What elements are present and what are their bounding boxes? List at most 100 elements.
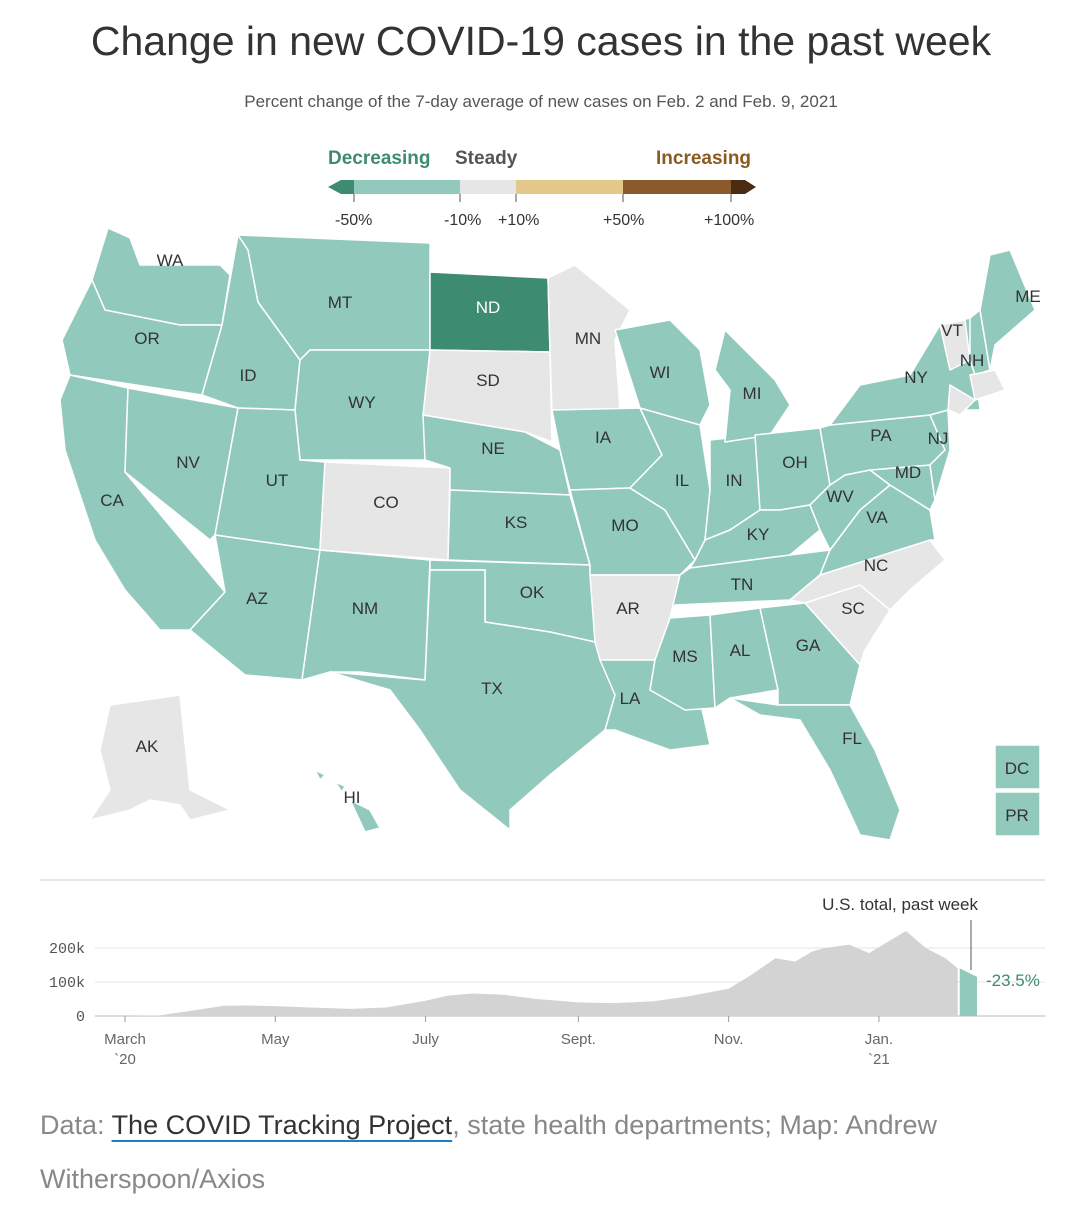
state-label-ks: KS <box>505 513 528 532</box>
state-SD <box>422 349 553 443</box>
state-label-mo: MO <box>611 516 638 535</box>
state-label-ia: IA <box>595 428 612 447</box>
legend-tick-plus50: +50% <box>603 212 645 229</box>
state-label-nc: NC <box>864 556 889 575</box>
state-label-sc: SC <box>841 599 865 618</box>
state-label-wy: WY <box>348 393 375 412</box>
legend-label-decreasing: Decreasing <box>328 148 431 169</box>
timeline-xtick-label: Sept. <box>561 1031 596 1048</box>
state-label-ar: AR <box>616 599 640 618</box>
legend-bin-3 <box>516 180 623 194</box>
state-label-tn: TN <box>731 575 754 594</box>
state-HI-3 <box>334 781 346 793</box>
timeline-area <box>125 931 958 1016</box>
state-label-wi: WI <box>650 363 671 382</box>
state-label-ky: KY <box>747 525 770 544</box>
state-label-il: IL <box>675 471 689 490</box>
timeline-xtick-label: Nov. <box>714 1031 744 1048</box>
state-label-nm: NM <box>352 599 378 618</box>
footer-suffix: , state health departments; Map: Andrew … <box>40 1110 937 1194</box>
timeline-highlight-past-week <box>959 968 977 1016</box>
state-label-ne: NE <box>481 439 505 458</box>
state-label-md: MD <box>895 463 921 482</box>
state-label-dc: DC <box>1005 759 1030 778</box>
timeline-xtick-label: Jan. <box>865 1031 893 1048</box>
chart-subtitle: Percent change of the 7-day average of n… <box>244 92 838 111</box>
state-label-wa: WA <box>157 251 184 270</box>
legend-tick-minus10: -10% <box>444 212 482 229</box>
state-label-la: LA <box>620 689 641 708</box>
timeline-xtick-label: `21 <box>868 1051 890 1068</box>
state-ME <box>979 249 1036 371</box>
state-label-mn: MN <box>575 329 601 348</box>
us-map: WA OR CA NV ID MT WY UT AZ NM CO ND SD NE KS OK TX MN IA MO… <box>59 227 1041 841</box>
state-label-az: AZ <box>246 589 268 608</box>
legend-label-steady: Steady <box>455 148 518 169</box>
state-label-ak: AK <box>136 737 159 756</box>
timeline-xtick-label: `20 <box>114 1051 136 1068</box>
state-label-fl: FL <box>842 729 862 748</box>
legend-bin-4 <box>623 180 731 194</box>
state-label-nv: NV <box>176 453 200 472</box>
source-link[interactable]: The COVID Tracking Project <box>111 1110 453 1140</box>
state-label-ms: MS <box>672 647 698 666</box>
legend-tick-plus100: +100% <box>704 212 755 229</box>
timeline-ytick-label: 100k <box>49 975 85 992</box>
state-HI-1 <box>349 799 381 833</box>
legend-bin-5 <box>731 180 756 194</box>
state-label-id: ID <box>240 366 257 385</box>
state-label-hi: HI <box>344 788 361 807</box>
state-label-co: CO <box>373 493 399 512</box>
timeline-ytick-label: 200k <box>49 941 85 958</box>
state-label-in: IN <box>726 471 743 490</box>
legend-bin-0 <box>328 180 354 194</box>
timeline-xtick-label: May <box>261 1031 290 1048</box>
state-label-wv: WV <box>826 487 854 506</box>
state-label-or: OR <box>134 329 160 348</box>
state-AL <box>709 607 779 709</box>
state-CT <box>947 384 976 416</box>
state-label-mi: MI <box>743 384 762 403</box>
timeline-xtick-label: July <box>412 1031 439 1048</box>
state-NV <box>124 387 239 541</box>
timeline-title: U.S. total, past week <box>822 895 978 914</box>
timeline-xtick-label: March <box>104 1031 146 1048</box>
chart-title: Change in new COVID-19 cases in the past… <box>90 18 992 64</box>
state-label-va: VA <box>866 508 888 527</box>
timeline-ytick-label: 0 <box>76 1009 85 1026</box>
state-MN <box>547 264 631 411</box>
state-HI-2 <box>314 769 326 781</box>
state-label-nd: ND <box>476 298 501 317</box>
state-label-oh: OH <box>782 453 808 472</box>
legend-label-increasing: Increasing <box>656 148 752 169</box>
footer-source: Data: The COVID Tracking Project, state … <box>40 1098 1050 1206</box>
state-label-al: AL <box>730 641 751 660</box>
state-label-me: ME <box>1015 287 1041 306</box>
state-MA <box>969 369 1006 401</box>
footer-prefix: Data: <box>40 1110 112 1140</box>
state-label-vt: VT <box>941 321 963 340</box>
state-label-ok: OK <box>520 583 545 602</box>
state-label-ga: GA <box>796 636 821 655</box>
state-label-nh: NH <box>960 351 985 370</box>
state-DC <box>994 744 1041 790</box>
timeline-percent-change: -23.5% <box>986 971 1040 990</box>
legend-bin-2 <box>460 180 516 194</box>
us-cases-timeline: 200k 100k 0 March `20 May July Sept. Nov. Jan. `2… <box>40 879 1045 1068</box>
legend-bin-1 <box>354 180 460 194</box>
state-label-ny: NY <box>904 368 928 387</box>
state-label-sd: SD <box>476 371 500 390</box>
legend-tick-minus50: -50% <box>335 212 373 229</box>
state-label-nj: NJ <box>928 429 949 448</box>
state-label-ca: CA <box>100 491 124 510</box>
legend-color-bar <box>328 180 756 202</box>
state-label-pr: PR <box>1005 806 1029 825</box>
state-label-ut: UT <box>266 471 289 490</box>
legend-tick-plus10: +10% <box>498 212 540 229</box>
state-label-mt: MT <box>328 293 353 312</box>
state-AK <box>89 694 231 821</box>
state-PR <box>994 791 1041 837</box>
state-FL <box>729 697 901 841</box>
state-label-pa: PA <box>870 426 892 445</box>
state-WA <box>91 227 231 326</box>
